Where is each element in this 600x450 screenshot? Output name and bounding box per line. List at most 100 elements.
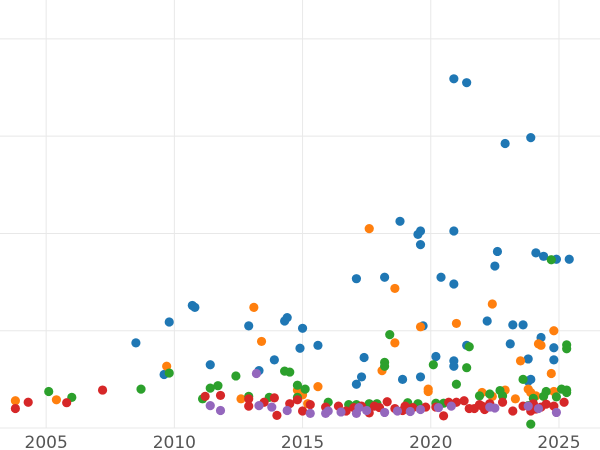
data-point xyxy=(395,216,405,226)
data-point xyxy=(292,395,303,405)
x-axis-ticks: 2005 2010 2015 2020 2025 xyxy=(25,433,581,450)
data-point xyxy=(526,419,536,429)
data-point xyxy=(205,360,215,370)
data-point xyxy=(285,367,295,377)
data-point xyxy=(267,402,277,412)
data-point xyxy=(549,355,559,365)
data-point xyxy=(523,401,533,411)
data-point xyxy=(487,299,497,309)
data-point xyxy=(482,316,492,326)
data-point xyxy=(97,385,108,395)
data-point xyxy=(518,374,528,384)
data-point xyxy=(215,390,226,401)
data-point xyxy=(10,396,20,406)
data-point xyxy=(523,354,533,364)
data-point xyxy=(508,406,518,416)
data-point xyxy=(449,74,459,84)
data-point xyxy=(546,368,556,379)
data-point xyxy=(295,343,305,353)
data-point xyxy=(292,380,303,390)
data-point xyxy=(515,356,526,366)
data-point xyxy=(205,401,215,411)
data-point xyxy=(518,320,528,330)
data-point xyxy=(492,246,503,257)
data-point xyxy=(244,401,254,411)
data-point xyxy=(433,402,444,413)
data-point xyxy=(136,384,146,394)
data-point xyxy=(321,408,331,419)
data-point xyxy=(231,371,241,381)
data-point xyxy=(272,410,282,420)
data-point xyxy=(244,321,254,331)
data-point xyxy=(497,391,508,401)
data-point xyxy=(256,336,267,347)
data-point xyxy=(497,397,508,407)
data-point xyxy=(551,392,562,402)
data-point xyxy=(364,223,374,234)
data-point xyxy=(362,405,372,416)
data-point xyxy=(531,248,541,258)
data-point xyxy=(451,379,462,389)
data-point xyxy=(551,407,562,418)
data-point xyxy=(508,320,518,330)
data-point xyxy=(215,405,226,416)
data-point xyxy=(10,403,20,414)
data-point xyxy=(390,338,400,348)
data-point xyxy=(62,398,72,408)
data-point xyxy=(510,394,520,404)
data-point xyxy=(236,394,246,404)
data-point xyxy=(190,302,200,312)
data-point xyxy=(351,379,362,389)
data-point xyxy=(564,254,574,264)
data-point xyxy=(380,272,390,282)
data-point xyxy=(305,400,315,410)
data-point xyxy=(44,386,54,397)
x-tick-label: 2020 xyxy=(409,433,452,450)
data-point xyxy=(490,261,500,271)
data-point xyxy=(23,397,33,407)
x-tick-label: 2010 xyxy=(153,433,196,450)
data-point xyxy=(415,372,426,382)
data-point xyxy=(282,312,292,323)
data-point xyxy=(536,340,546,350)
data-point xyxy=(562,344,572,354)
data-point xyxy=(382,397,392,407)
data-point xyxy=(449,361,459,371)
data-point xyxy=(351,274,362,284)
data-point xyxy=(313,382,323,392)
data-point xyxy=(549,326,559,336)
data-point xyxy=(500,138,510,149)
data-point xyxy=(459,396,469,406)
data-point xyxy=(533,403,544,414)
data-point xyxy=(526,374,536,384)
data-point xyxy=(164,317,174,327)
data-point xyxy=(436,272,446,282)
data-point xyxy=(213,381,223,391)
data-point xyxy=(313,340,323,350)
data-point xyxy=(254,401,264,411)
data-point xyxy=(405,406,415,417)
data-point xyxy=(336,407,346,417)
data-point xyxy=(249,302,259,312)
data-point xyxy=(464,342,474,352)
data-point xyxy=(546,255,556,265)
data-point xyxy=(415,404,426,415)
data-point xyxy=(305,408,315,419)
x-tick-label: 2015 xyxy=(281,433,324,450)
data-point xyxy=(380,357,390,367)
data-points xyxy=(10,74,574,429)
data-point xyxy=(415,322,426,332)
data-point xyxy=(397,374,408,384)
data-point xyxy=(505,339,515,349)
data-point xyxy=(541,399,551,409)
grid xyxy=(0,0,600,429)
data-point xyxy=(485,389,495,399)
data-point xyxy=(354,402,364,413)
data-point xyxy=(251,368,262,379)
data-point xyxy=(559,397,569,407)
data-point xyxy=(423,386,433,397)
data-point xyxy=(297,323,308,333)
data-point xyxy=(300,384,310,394)
data-point xyxy=(462,363,472,373)
data-point xyxy=(356,372,367,382)
